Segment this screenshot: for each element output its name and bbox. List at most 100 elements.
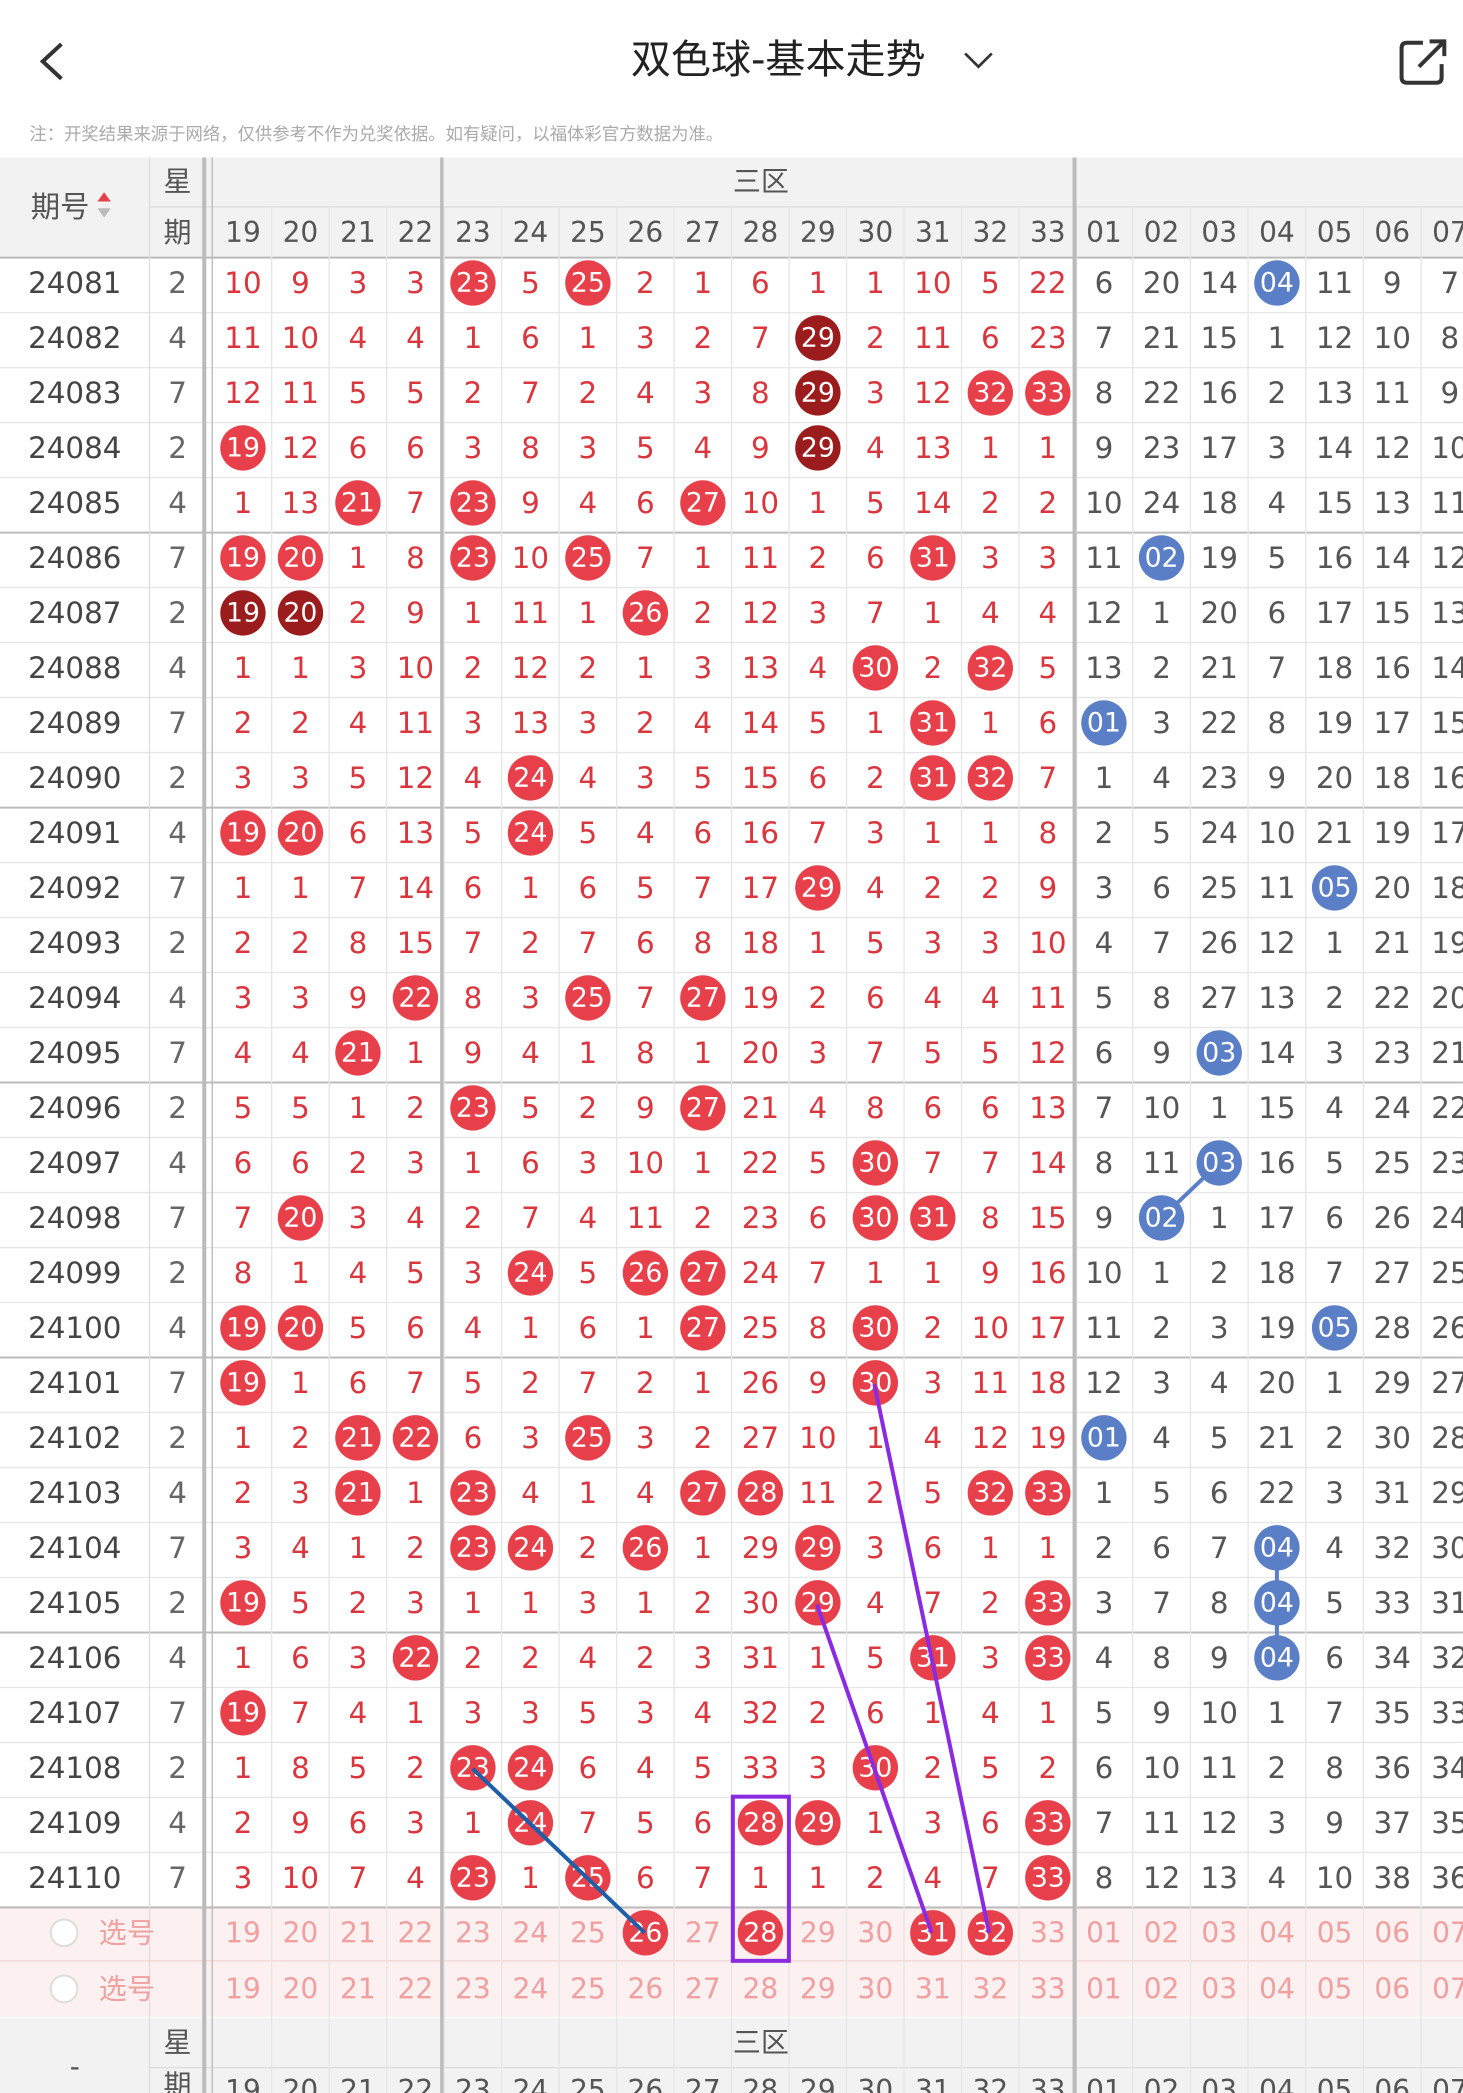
sort-up[interactable] bbox=[97, 192, 111, 202]
radio[interactable] bbox=[49, 1918, 79, 1948]
radio[interactable] bbox=[49, 1974, 79, 2004]
red-miss: 4 bbox=[981, 981, 1000, 1015]
select-number[interactable]: 32 bbox=[973, 1972, 1009, 2005]
select-number[interactable]: 33 bbox=[1030, 1916, 1066, 1949]
select-number[interactable]: 23 bbox=[455, 1916, 491, 1949]
select-number[interactable]: 25 bbox=[570, 1916, 606, 1949]
red-miss: 1 bbox=[579, 596, 598, 630]
select-label[interactable]: 选号 bbox=[99, 1916, 155, 1949]
red-miss: 6 bbox=[579, 1311, 598, 1345]
select-number[interactable]: 21 bbox=[340, 1972, 376, 2005]
select-number[interactable]: 02 bbox=[1144, 1916, 1180, 1949]
zone-label: 三区 bbox=[733, 2026, 789, 2059]
red-ball bbox=[220, 1690, 266, 1736]
select-number[interactable]: 33 bbox=[1030, 1972, 1066, 2005]
weekday: 2 bbox=[168, 761, 187, 795]
select-number[interactable]: 05 bbox=[1317, 1972, 1353, 2005]
red-miss: 6 bbox=[579, 1751, 598, 1785]
blue-miss: 3 bbox=[1268, 431, 1287, 465]
red-miss: 16 bbox=[742, 816, 779, 850]
picked-ball[interactable] bbox=[967, 1910, 1014, 1956]
sort-down[interactable] bbox=[97, 208, 111, 218]
blue-ball bbox=[1254, 260, 1300, 306]
select-number[interactable]: 06 bbox=[1374, 1916, 1410, 1949]
select-number[interactable]: 03 bbox=[1201, 1916, 1237, 1949]
picked-ball[interactable] bbox=[910, 1910, 956, 1956]
issue-header[interactable]: 期号 bbox=[31, 190, 90, 224]
select-number[interactable]: 01 bbox=[1086, 1972, 1122, 2005]
select-number[interactable]: 06 bbox=[1374, 1972, 1410, 2005]
red-ball-number: 27 bbox=[686, 1092, 720, 1123]
share-button[interactable] bbox=[1399, 39, 1447, 85]
picked-ball[interactable] bbox=[737, 1910, 784, 1956]
blue-miss: 2 bbox=[1268, 376, 1287, 410]
select-number[interactable]: 29 bbox=[800, 1916, 836, 1949]
select-number[interactable]: 04 bbox=[1259, 1916, 1295, 1949]
select-number[interactable]: 03 bbox=[1201, 1972, 1237, 2005]
select-number[interactable]: 21 bbox=[340, 1916, 376, 1949]
select-number[interactable]: 22 bbox=[398, 1916, 434, 1949]
select-number[interactable]: 19 bbox=[225, 1972, 261, 2005]
select-number[interactable]: 22 bbox=[398, 1972, 434, 2005]
select-number[interactable]: 31 bbox=[916, 1917, 950, 1948]
back-button[interactable] bbox=[39, 42, 63, 81]
red-ball bbox=[852, 1360, 899, 1406]
blue-miss: 4 bbox=[1152, 1421, 1171, 1455]
blue-miss: 7 bbox=[1210, 1531, 1229, 1565]
blue-miss: 1 bbox=[1210, 1091, 1229, 1125]
page-title[interactable]: 双色球-基本走势 bbox=[631, 37, 926, 83]
red-miss: 6 bbox=[924, 1091, 943, 1125]
select-number[interactable]: 28 bbox=[743, 1917, 777, 1948]
select-label[interactable]: 选号 bbox=[99, 1972, 155, 2005]
red-miss: 3 bbox=[291, 761, 310, 795]
red-ball bbox=[967, 1470, 1014, 1516]
select-number[interactable]: 19 bbox=[225, 1916, 261, 1949]
blue-ball bbox=[1311, 1305, 1358, 1351]
select-number[interactable]: 27 bbox=[685, 1972, 721, 2005]
select-number[interactable]: 24 bbox=[513, 1916, 549, 1949]
blue-miss: 11 bbox=[1085, 541, 1122, 575]
select-number[interactable]: 29 bbox=[800, 1972, 836, 2005]
red-miss: 33 bbox=[742, 1751, 779, 1785]
select-number[interactable]: 05 bbox=[1317, 1916, 1353, 1949]
red-miss: 2 bbox=[694, 596, 713, 630]
select-number[interactable]: 01 bbox=[1086, 1916, 1122, 1949]
red-ball bbox=[565, 260, 611, 306]
select-number[interactable]: 23 bbox=[455, 1972, 491, 2005]
select-number[interactable]: 04 bbox=[1259, 1972, 1295, 2005]
select-number[interactable]: 25 bbox=[570, 1972, 606, 2005]
red-ball bbox=[795, 865, 841, 911]
select-number[interactable]: 02 bbox=[1144, 1972, 1180, 2005]
blue-miss: 2 bbox=[1152, 651, 1171, 685]
red-miss: 8 bbox=[464, 981, 483, 1015]
red-ball bbox=[795, 370, 841, 416]
guide-box bbox=[730, 1794, 791, 1963]
red-miss: 5 bbox=[636, 1806, 655, 1840]
red-miss: 7 bbox=[579, 1366, 598, 1400]
blue-miss: 36 bbox=[1374, 1751, 1411, 1785]
dropdown-icon[interactable] bbox=[964, 52, 993, 69]
red-miss: 1 bbox=[349, 1531, 368, 1565]
select-number[interactable]: 32 bbox=[973, 1917, 1007, 1948]
red-miss: 7 bbox=[521, 1201, 540, 1235]
select-number[interactable]: 07 bbox=[1432, 1916, 1463, 1949]
red-ball bbox=[450, 1525, 496, 1571]
select-number[interactable]: 20 bbox=[283, 1916, 319, 1949]
select-number[interactable]: 30 bbox=[858, 1916, 894, 1949]
select-number[interactable]: 20 bbox=[283, 1972, 319, 2005]
red-miss: 5 bbox=[521, 266, 540, 300]
select-number[interactable]: 31 bbox=[915, 1972, 951, 2005]
select-number[interactable]: 28 bbox=[743, 1972, 779, 2005]
select-number[interactable]: 26 bbox=[628, 1972, 664, 2005]
red-miss: 4 bbox=[1038, 596, 1057, 630]
red-miss: 1 bbox=[521, 1311, 540, 1345]
select-number[interactable]: 30 bbox=[858, 1972, 894, 2005]
select-number[interactable]: 27 bbox=[685, 1916, 721, 1949]
blue-ball-number: 01 bbox=[1087, 707, 1121, 738]
red-miss: 5 bbox=[636, 431, 655, 465]
blue-miss: 11 bbox=[1431, 486, 1463, 520]
select-number[interactable]: 07 bbox=[1432, 1972, 1463, 2005]
blue-ball bbox=[1196, 1030, 1242, 1076]
select-number[interactable]: 24 bbox=[513, 1972, 549, 2005]
red-miss: 7 bbox=[349, 1861, 368, 1895]
